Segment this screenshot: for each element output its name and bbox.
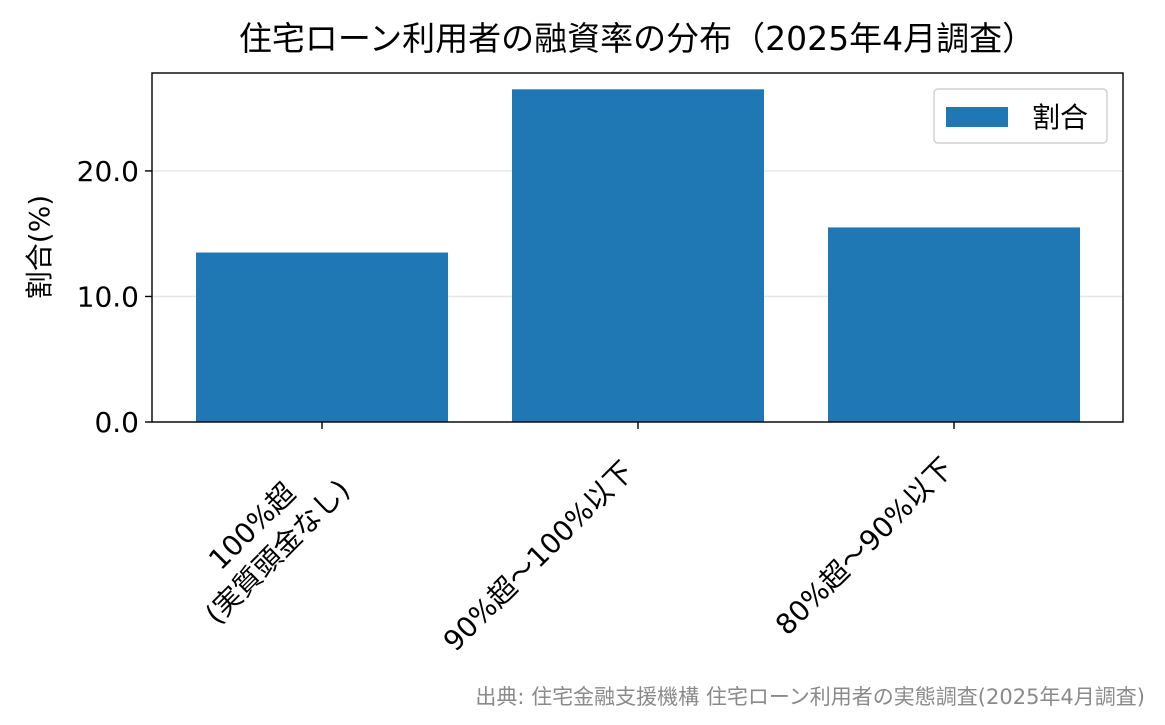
legend-frame	[933, 88, 1108, 144]
legend: 割合	[933, 88, 1108, 144]
y-tick-label: 20.0	[77, 155, 139, 188]
legend-swatch	[946, 107, 1008, 127]
x-tick-label-line: 90%超〜100%以下	[437, 455, 640, 658]
source-note: 出典: 住宅金融支援機構 住宅ローン利用者の実態調査(2025年4月調査)	[475, 685, 1145, 709]
legend-label: 割合	[1032, 101, 1088, 134]
x-tick-label-text: 100%超(実質頭金なし)	[173, 448, 356, 631]
bar	[828, 227, 1080, 422]
y-axis-label: 割合(%)	[23, 195, 56, 299]
chart-title: 住宅ローン利用者の融資率の分布（2025年4月調査）	[239, 19, 1035, 58]
x-tick-label: 80%超〜90%以下	[769, 451, 960, 642]
y-axis: 0.0 10.0 20.0	[77, 155, 152, 439]
y-tick-label: 10.0	[77, 280, 139, 313]
bar	[512, 89, 764, 423]
x-axis: 100%超(実質頭金なし) 90%超〜100%以下 80%超〜90%以下	[173, 422, 960, 658]
x-tick-label-line: 80%超〜90%以下	[769, 451, 960, 642]
bars	[196, 89, 1080, 423]
x-tick-label: 100%超(実質頭金なし)	[173, 448, 357, 631]
bar	[196, 252, 448, 422]
x-tick-label: 90%超〜100%以下	[437, 455, 640, 658]
x-tick-label-text: 90%超〜100%以下	[437, 455, 640, 658]
y-tick-label: 0.0	[94, 406, 139, 439]
x-tick-label-text: 80%超〜90%以下	[769, 451, 960, 642]
